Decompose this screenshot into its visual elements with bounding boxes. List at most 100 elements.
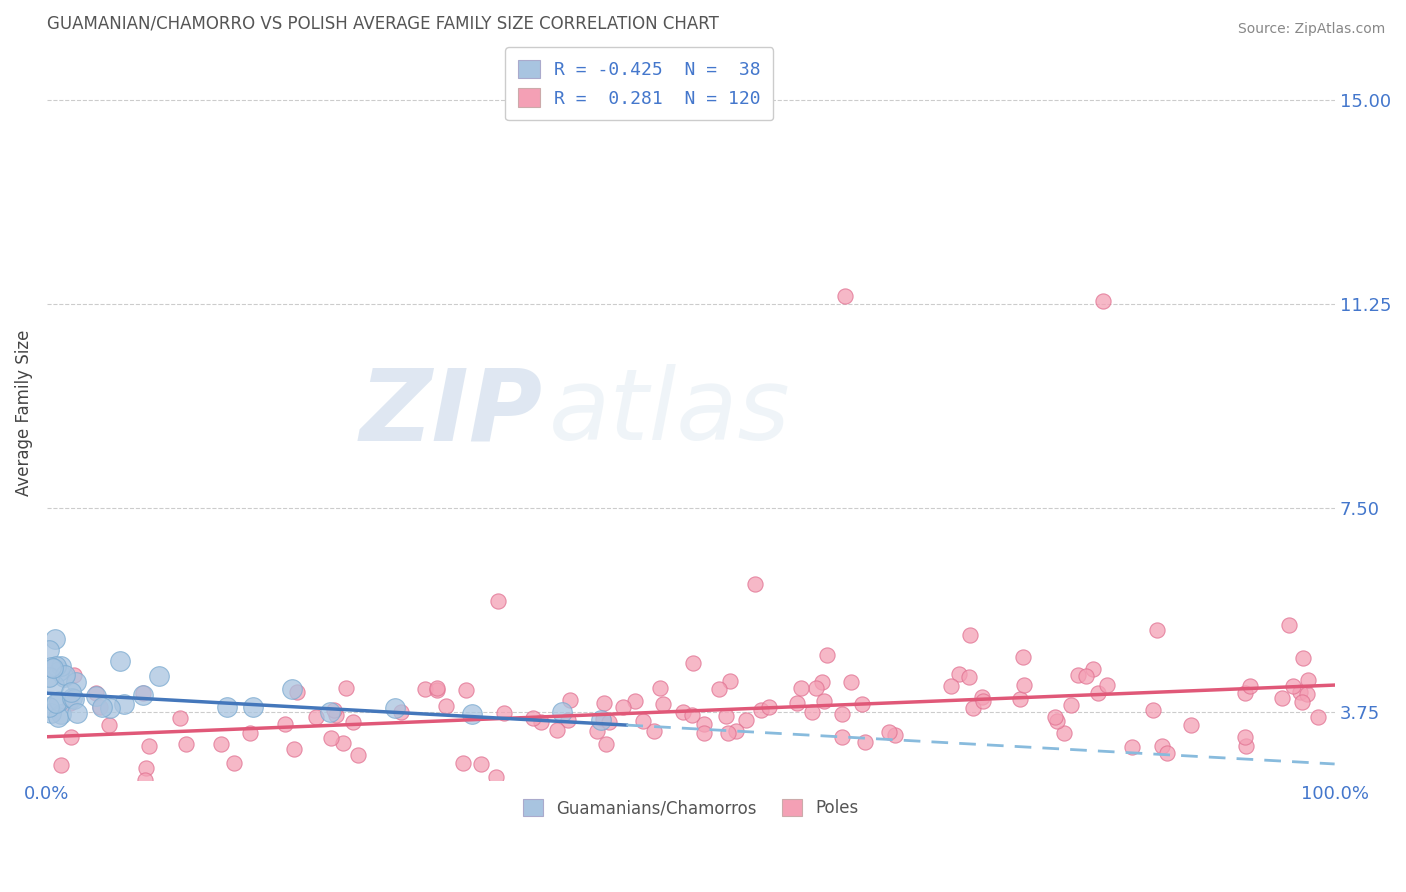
Point (1012, 678, 1035, 692)
Point (592, 712, 614, 726)
Point (682, 657, 704, 671)
Point (1234, 739, 1257, 753)
Point (436, 698, 458, 713)
Point (59, 731, 82, 745)
Point (851, 697, 873, 711)
Point (546, 723, 568, 738)
Point (972, 690, 994, 705)
Point (38, 642, 60, 657)
Point (1150, 739, 1173, 753)
Point (42, 678, 65, 692)
Point (717, 725, 740, 739)
Point (1053, 726, 1076, 740)
Point (49, 659, 72, 673)
Point (595, 737, 617, 751)
Point (84, 689, 107, 703)
Point (758, 700, 780, 714)
Point (672, 705, 695, 719)
Point (790, 681, 813, 695)
Point (1291, 651, 1313, 665)
Point (389, 705, 412, 719)
Point (53, 668, 76, 682)
Point (623, 694, 645, 708)
Text: GUAMANIAN/CHAMORRO VS POLISH AVERAGE FAMILY SIZE CORRELATION CHART: GUAMANIAN/CHAMORRO VS POLISH AVERAGE FAM… (46, 15, 718, 33)
Point (148, 669, 170, 683)
Point (470, 757, 492, 772)
Point (1008, 692, 1031, 706)
Point (558, 692, 581, 706)
Point (108, 654, 131, 668)
Point (1282, 679, 1305, 693)
Point (1296, 673, 1319, 687)
Point (38, 670, 60, 684)
Point (384, 700, 406, 714)
Point (426, 681, 449, 695)
Point (693, 726, 716, 740)
Point (1234, 730, 1257, 744)
Point (529, 714, 551, 729)
Point (46, 710, 69, 724)
Point (53, 670, 76, 684)
Legend: Guamanians/Chamorros, Poles: Guamanians/Chamorros, Poles (513, 789, 869, 827)
Text: Source: ZipAtlas.com: Source: ZipAtlas.com (1237, 22, 1385, 37)
Point (41, 659, 63, 673)
Point (42, 661, 65, 675)
Point (1156, 746, 1178, 760)
Point (853, 735, 876, 749)
Point (1289, 685, 1312, 699)
Text: ZIP: ZIP (360, 365, 543, 461)
Text: atlas: atlas (550, 365, 790, 461)
Point (718, 674, 741, 689)
Point (681, 708, 703, 723)
Point (800, 705, 823, 719)
Point (815, 648, 838, 662)
Point (810, 675, 832, 690)
Point (132, 689, 155, 703)
Point (1091, 294, 1114, 309)
Point (598, 715, 620, 730)
Point (1121, 739, 1143, 754)
Point (877, 724, 900, 739)
Point (586, 724, 609, 739)
Point (425, 683, 447, 698)
Point (643, 724, 665, 739)
Point (63, 692, 86, 706)
Point (709, 681, 731, 696)
Point (132, 686, 155, 700)
Point (839, 674, 862, 689)
Point (522, 711, 544, 725)
Point (1074, 668, 1097, 682)
Point (1233, 686, 1256, 700)
Point (285, 685, 308, 699)
Point (831, 707, 853, 722)
Point (714, 708, 737, 723)
Point (1046, 714, 1069, 728)
Point (972, 694, 994, 708)
Point (135, 761, 157, 775)
Point (1146, 623, 1168, 637)
Point (1043, 709, 1066, 723)
Point (322, 703, 344, 717)
Point (1142, 703, 1164, 717)
Point (45, 658, 67, 673)
Point (100, 700, 122, 714)
Point (209, 737, 232, 751)
Point (84, 686, 107, 700)
Point (593, 696, 616, 710)
Point (59, 696, 82, 710)
Point (1278, 618, 1301, 632)
Point (60, 684, 83, 698)
Point (305, 710, 328, 724)
Point (957, 670, 980, 684)
Point (342, 715, 364, 730)
Point (49, 758, 72, 772)
Point (551, 705, 574, 719)
Point (280, 682, 302, 697)
Point (91, 700, 114, 714)
Point (242, 700, 264, 714)
Point (652, 698, 675, 712)
Point (1239, 679, 1261, 693)
Point (941, 679, 963, 693)
Point (589, 713, 612, 727)
Point (44, 632, 66, 646)
